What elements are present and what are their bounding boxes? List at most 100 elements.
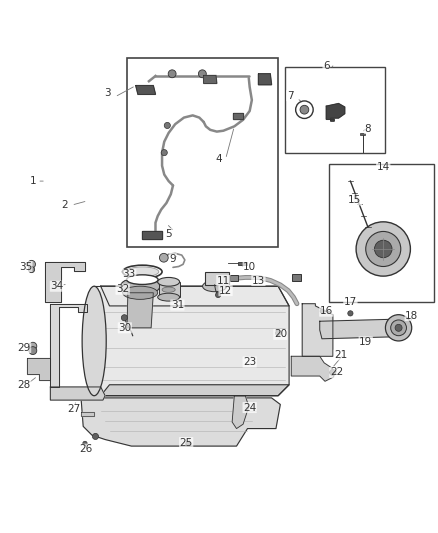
Circle shape	[215, 292, 221, 297]
Bar	[285, 67, 385, 152]
Polygon shape	[81, 398, 280, 446]
Text: 8: 8	[364, 124, 371, 134]
Circle shape	[29, 346, 37, 354]
Circle shape	[385, 314, 412, 341]
Text: 24: 24	[243, 402, 256, 413]
Circle shape	[320, 309, 325, 313]
Polygon shape	[27, 359, 50, 381]
Text: 2: 2	[61, 200, 68, 210]
Circle shape	[348, 311, 353, 316]
Circle shape	[186, 441, 191, 447]
Ellipse shape	[162, 287, 175, 292]
Circle shape	[164, 123, 170, 128]
Polygon shape	[101, 286, 289, 395]
Text: 20: 20	[274, 329, 287, 340]
Polygon shape	[204, 76, 217, 84]
Polygon shape	[258, 74, 272, 85]
Text: 26: 26	[79, 444, 92, 454]
Circle shape	[296, 101, 313, 118]
Bar	[230, 275, 238, 281]
Text: 11: 11	[217, 276, 230, 286]
Circle shape	[276, 330, 281, 336]
Polygon shape	[302, 304, 333, 356]
Polygon shape	[45, 262, 85, 302]
Ellipse shape	[82, 286, 106, 395]
Ellipse shape	[127, 275, 158, 285]
Text: 12: 12	[219, 286, 232, 296]
Polygon shape	[50, 387, 105, 400]
Text: 18: 18	[405, 311, 418, 320]
Polygon shape	[142, 231, 162, 239]
Ellipse shape	[158, 278, 180, 286]
Polygon shape	[291, 356, 334, 381]
Polygon shape	[320, 319, 403, 339]
Text: 15: 15	[348, 195, 361, 205]
Text: 23: 23	[243, 357, 256, 367]
Circle shape	[198, 70, 206, 78]
Text: 28: 28	[18, 379, 31, 390]
Text: 14: 14	[377, 161, 390, 172]
Polygon shape	[101, 286, 289, 306]
Circle shape	[330, 369, 336, 376]
Polygon shape	[136, 86, 155, 94]
Text: 3: 3	[104, 88, 111, 99]
Circle shape	[121, 314, 127, 321]
Circle shape	[161, 150, 167, 156]
Circle shape	[83, 441, 87, 446]
Text: 9: 9	[170, 254, 177, 264]
Text: 27: 27	[67, 404, 80, 414]
Bar	[205, 272, 229, 285]
Text: 17: 17	[344, 296, 357, 306]
Polygon shape	[232, 395, 249, 429]
Text: 33: 33	[123, 269, 136, 279]
Circle shape	[168, 70, 176, 78]
Ellipse shape	[123, 286, 158, 300]
Circle shape	[28, 260, 35, 268]
Text: 4: 4	[215, 154, 223, 164]
Text: 6: 6	[323, 61, 330, 71]
Text: 5: 5	[165, 229, 172, 239]
Circle shape	[159, 253, 168, 262]
Text: 29: 29	[18, 343, 31, 352]
Text: 1: 1	[29, 176, 36, 186]
Circle shape	[92, 433, 99, 440]
Circle shape	[300, 106, 309, 114]
Polygon shape	[81, 412, 94, 416]
Circle shape	[391, 320, 406, 336]
Ellipse shape	[123, 265, 162, 278]
Circle shape	[356, 222, 410, 276]
Text: 19: 19	[359, 337, 372, 347]
Text: 30: 30	[118, 323, 131, 333]
Text: 13: 13	[252, 276, 265, 286]
Polygon shape	[101, 385, 289, 395]
Circle shape	[374, 240, 392, 258]
Circle shape	[395, 324, 402, 332]
Circle shape	[29, 342, 37, 350]
Circle shape	[366, 231, 401, 266]
Ellipse shape	[202, 281, 227, 292]
Text: 7: 7	[286, 91, 293, 101]
Circle shape	[28, 266, 35, 273]
Ellipse shape	[158, 293, 180, 301]
Text: 16: 16	[320, 306, 333, 316]
Text: 34: 34	[50, 281, 64, 291]
Text: 22: 22	[330, 367, 343, 377]
Bar	[328, 164, 434, 302]
Ellipse shape	[126, 267, 159, 277]
Text: 35: 35	[19, 262, 32, 271]
Text: 21: 21	[334, 350, 347, 360]
Polygon shape	[50, 304, 87, 387]
Bar	[238, 262, 247, 265]
Text: 32: 32	[116, 284, 129, 294]
Text: 25: 25	[180, 438, 193, 448]
Polygon shape	[326, 103, 345, 121]
Text: 31: 31	[171, 300, 184, 310]
Bar	[159, 282, 180, 297]
Bar	[360, 133, 365, 135]
Text: 10: 10	[243, 262, 256, 272]
Polygon shape	[233, 113, 243, 119]
Bar	[127, 59, 278, 247]
Bar	[292, 273, 301, 281]
Polygon shape	[127, 293, 153, 328]
Ellipse shape	[120, 278, 160, 295]
